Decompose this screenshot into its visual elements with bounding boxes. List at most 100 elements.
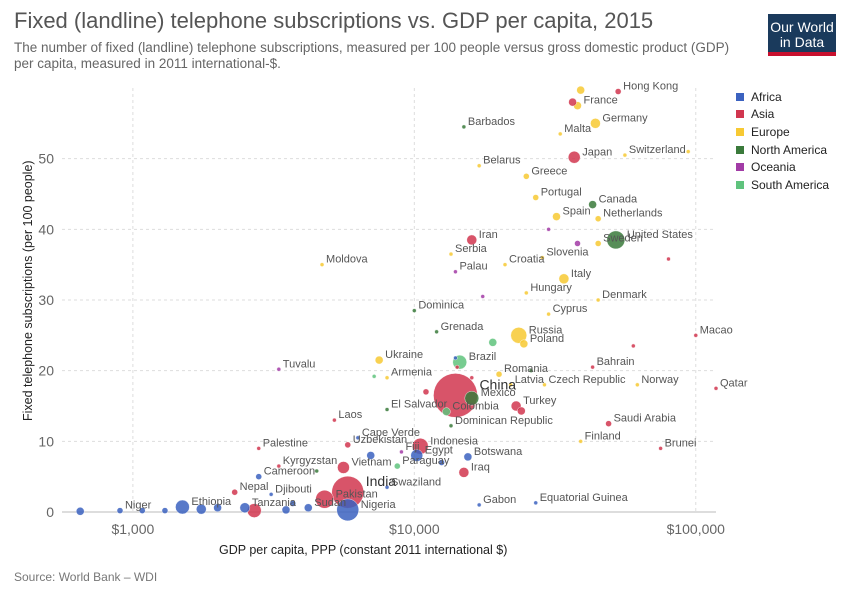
data-point[interactable] [458,467,470,478]
data-point[interactable] [523,173,530,180]
data-point[interactable] [256,446,261,451]
data-point[interactable] [552,212,561,221]
data-point[interactable] [528,368,534,373]
data-point[interactable] [76,507,85,516]
data-point[interactable] [319,262,325,267]
data-point[interactable] [371,374,377,379]
data-point[interactable] [366,451,375,460]
data-point[interactable] [488,338,497,347]
data-point[interactable] [434,329,439,334]
data-point[interactable] [605,420,612,427]
legend-item[interactable]: Europe [736,123,829,141]
data-point[interactable] [344,441,351,449]
data-point[interactable] [590,118,601,129]
data-point[interactable] [231,489,238,496]
data-point[interactable] [568,151,581,164]
data-point[interactable] [239,502,251,513]
data-point[interactable] [590,364,595,370]
data-point[interactable] [635,382,640,387]
data-point[interactable] [540,255,545,260]
data-point[interactable] [524,290,529,296]
data-point[interactable] [438,459,445,466]
data-point[interactable] [213,503,222,512]
data-point[interactable] [161,507,169,514]
legend-item[interactable]: Oceania [736,158,829,176]
data-point[interactable] [448,251,454,257]
data-point[interactable] [314,468,319,474]
data-point[interactable] [532,194,539,201]
data-point[interactable] [466,234,477,246]
data-point[interactable] [139,507,146,514]
data-point[interactable] [495,371,503,378]
data-point[interactable] [384,407,390,412]
data-point[interactable] [631,343,636,349]
data-point[interactable] [558,273,570,284]
data-point[interactable] [576,85,585,95]
data-point[interactable] [508,382,513,387]
data-point[interactable] [533,500,538,506]
data-point[interactable] [454,364,460,370]
data-point[interactable] [336,498,359,522]
data-point[interactable] [442,407,451,416]
data-point[interactable] [276,463,282,469]
data-point[interactable] [374,355,384,365]
data-point[interactable] [517,406,526,416]
data-point[interactable] [546,311,551,317]
data-point[interactable] [568,97,577,107]
data-point[interactable] [337,461,350,474]
data-point[interactable] [175,499,190,515]
data-point[interactable] [686,149,691,154]
data-point[interactable] [453,355,458,361]
data-point[interactable] [268,492,274,497]
data-point[interactable] [614,88,622,95]
data-point[interactable] [476,163,482,168]
data-point[interactable] [606,230,626,250]
data-point[interactable] [289,500,296,507]
data-point[interactable] [463,452,473,462]
data-point[interactable] [394,462,401,470]
data-point[interactable] [713,386,719,391]
data-point[interactable] [574,240,581,247]
data-point[interactable] [399,449,404,455]
data-point[interactable] [558,131,563,137]
data-point[interactable] [476,502,482,508]
data-point[interactable] [546,227,551,232]
data-point[interactable] [281,505,291,515]
data-point[interactable] [469,375,474,380]
data-point[interactable] [384,485,390,490]
data-point[interactable] [384,375,390,380]
data-point[interactable] [510,327,527,344]
legend-item[interactable]: Africa [736,88,829,106]
legend-item[interactable]: South America [736,176,829,194]
data-point[interactable] [276,367,282,372]
our-world-in-data-logo[interactable]: Our World in Data [768,14,836,56]
data-point[interactable] [355,435,361,440]
data-point[interactable] [422,388,430,396]
data-point[interactable] [304,503,313,512]
data-point[interactable] [255,473,262,480]
data-point[interactable] [542,382,547,387]
data-point[interactable] [461,124,467,130]
data-point[interactable] [116,507,124,514]
data-point[interactable] [594,240,602,247]
data-point[interactable] [196,503,207,515]
data-point[interactable] [502,262,508,267]
data-point[interactable] [464,391,479,406]
data-point[interactable] [332,417,337,423]
data-point[interactable] [410,449,423,462]
data-point[interactable] [453,269,458,274]
data-point[interactable] [666,256,671,262]
legend-item[interactable]: North America [736,141,829,159]
data-point[interactable] [315,490,334,509]
data-point[interactable] [622,152,628,158]
data-point[interactable] [594,215,602,222]
data-point[interactable] [412,308,417,313]
data-point[interactable] [693,333,698,338]
legend-item[interactable]: Asia [736,106,829,124]
data-point[interactable] [595,297,601,303]
data-point[interactable] [658,446,663,451]
data-point[interactable] [480,294,485,299]
data-point[interactable] [578,439,583,444]
data-point[interactable] [519,339,529,349]
data-point[interactable] [448,423,454,428]
